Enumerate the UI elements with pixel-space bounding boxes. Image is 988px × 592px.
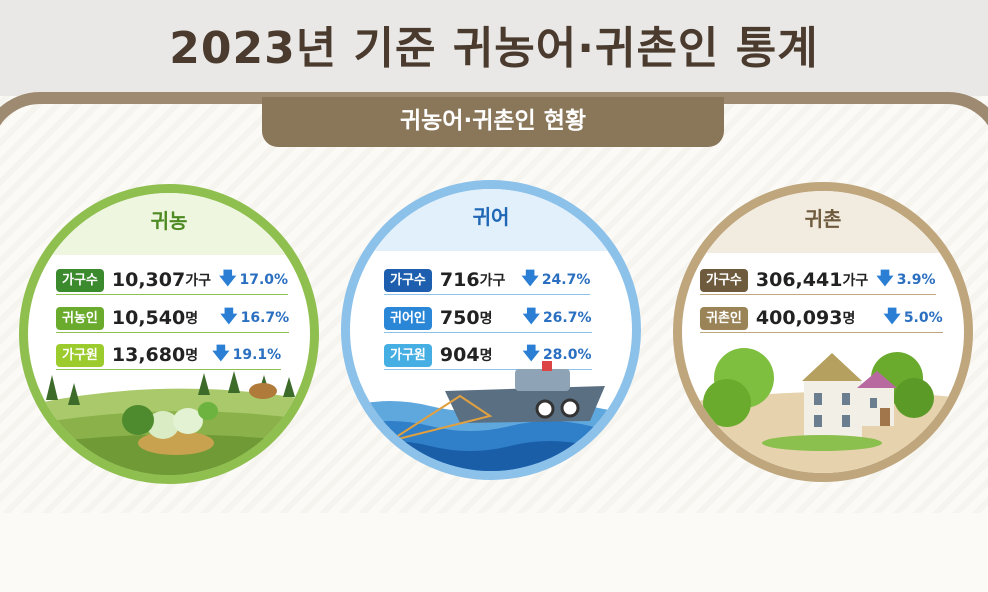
down-arrow-icon: 🡇 <box>522 306 540 327</box>
row-value: 400,093 <box>755 307 843 329</box>
fishery-circle: 귀어 가구수 716 가구 🡇 24.7% 귀어인 750 명 🡇 26.7% … <box>341 180 641 480</box>
down-arrow-icon: 🡇 <box>220 306 238 327</box>
row-unit: 가구 <box>842 273 869 289</box>
row-change: 28.0% <box>542 347 592 363</box>
row-value: 10,540 <box>111 307 186 329</box>
farm-title: 귀농 <box>150 209 188 233</box>
row-label: 가구수 <box>56 268 104 292</box>
row-unit: 명 <box>479 311 493 327</box>
farm-circle: 귀농 가구수 10,307 가구 🡇 17.0% 귀농인 10,540 명 🡇 … <box>19 184 319 484</box>
farm-row-members: 가구원 13,680 명 🡇 19.1% <box>56 342 282 370</box>
row-change: 19.1% <box>232 347 282 363</box>
rural-circle: 귀촌 가구수 306,441 가구 🡇 3.9% 귀촌인 400,093 명 🡇… <box>673 182 973 482</box>
row-value: 750 <box>439 307 480 329</box>
row-label: 귀촌인 <box>700 306 748 330</box>
farm-title-band <box>28 193 310 255</box>
row-unit: 명 <box>479 348 493 364</box>
subtitle-banner: 귀농어·귀촌인 현황 <box>262 97 724 147</box>
farm-row-households: 가구수 10,307 가구 🡇 17.0% <box>56 267 289 295</box>
row-value: 10,307 <box>111 269 186 291</box>
farm-row-persons: 귀농인 10,540 명 🡇 16.7% <box>56 305 290 333</box>
header-band <box>0 0 988 96</box>
row-value: 904 <box>439 344 480 366</box>
down-arrow-icon: 🡇 <box>876 268 894 289</box>
rural-illustration <box>682 348 964 473</box>
down-arrow-icon: 🡇 <box>521 268 539 289</box>
row-change: 26.7% <box>542 310 592 326</box>
fishery-illustration <box>350 361 632 471</box>
down-arrow-icon: 🡇 <box>883 306 901 327</box>
row-value: 13,680 <box>111 344 186 366</box>
down-arrow-icon: 🡇 <box>522 343 540 364</box>
row-change: 16.7% <box>240 310 290 326</box>
rural-row-households: 가구수 306,441 가구 🡇 3.9% <box>700 267 936 295</box>
farm-illustration <box>28 371 310 475</box>
fishery-title: 귀어 <box>472 205 510 229</box>
row-label: 가구수 <box>700 268 748 292</box>
fishery-title-band <box>350 189 632 251</box>
row-change: 5.0% <box>903 310 943 326</box>
row-unit: 명 <box>842 311 856 327</box>
down-arrow-icon: 🡇 <box>212 343 230 364</box>
row-label: 가구원 <box>384 343 432 367</box>
row-change: 17.0% <box>239 272 289 288</box>
row-label: 귀농인 <box>56 306 104 330</box>
row-unit: 가구 <box>185 273 211 289</box>
row-label: 가구원 <box>56 343 104 367</box>
down-arrow-icon: 🡇 <box>218 268 237 289</box>
page-title: 2023년 기준 귀농어·귀촌인 통계 <box>169 23 819 74</box>
row-change: 3.9% <box>896 272 936 288</box>
row-unit: 명 <box>185 311 199 327</box>
fishery-row-persons: 귀어인 750 명 🡇 26.7% <box>384 305 592 333</box>
row-value: 306,441 <box>755 269 843 291</box>
rural-title-band <box>682 191 964 253</box>
row-label: 귀어인 <box>384 306 432 330</box>
fishery-row-members: 가구원 904 명 🡇 28.0% <box>384 342 592 370</box>
rural-title: 귀촌 <box>804 207 842 231</box>
fishery-row-households: 가구수 716 가구 🡇 24.7% <box>384 267 591 295</box>
rural-row-persons: 귀촌인 400,093 명 🡇 5.0% <box>700 305 943 333</box>
row-change: 24.7% <box>541 272 591 288</box>
row-unit: 명 <box>185 348 199 364</box>
row-label: 가구수 <box>384 268 432 292</box>
row-unit: 가구 <box>479 273 506 289</box>
row-value: 716 <box>439 269 480 291</box>
